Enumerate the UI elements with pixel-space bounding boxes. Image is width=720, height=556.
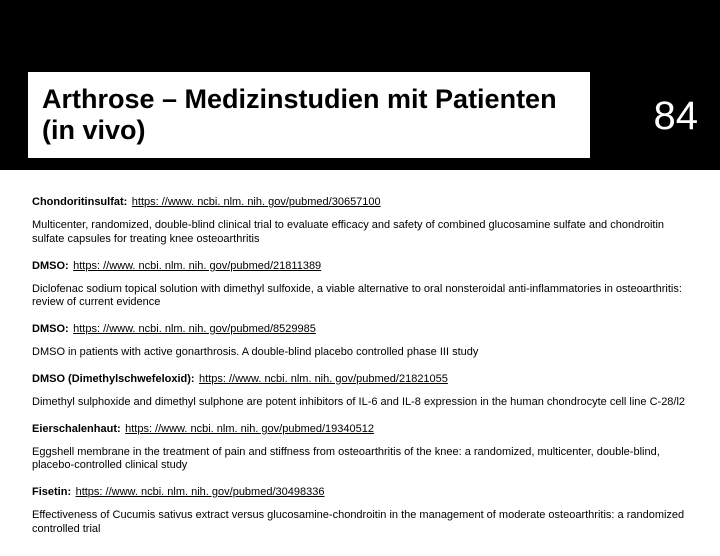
reference-description: Dimethyl sulphoxide and dimethyl sulphon… — [32, 396, 688, 410]
reference-entry: Chondoritinsulfat: https: //www. ncbi. n… — [32, 192, 688, 210]
reference-label: Chondoritinsulfat: — [32, 196, 127, 208]
title-box: Arthrose – Medizinstudien mit Patienten … — [28, 72, 590, 158]
reference-link[interactable]: https: //www. ncbi. nlm. nih. gov/pubmed… — [73, 260, 321, 272]
reference-entry: Eierschalenhaut: https: //www. ncbi. nlm… — [32, 419, 688, 437]
reference-entry: DMSO: https: //www. ncbi. nlm. nih. gov/… — [32, 256, 688, 274]
reference-label: DMSO: — [32, 323, 69, 335]
reference-link[interactable]: https: //www. ncbi. nlm. nih. gov/pubmed… — [132, 196, 381, 208]
reference-label: DMSO (Dimethylschwefeloxid): — [32, 373, 195, 385]
reference-description: Effectiveness of Cucumis sativus extract… — [32, 509, 688, 537]
reference-description: Multicenter, randomized, double-blind cl… — [32, 219, 688, 247]
reference-label: DMSO: — [32, 260, 69, 272]
page-number: 84 — [654, 94, 699, 139]
reference-entry: Fisetin: https: //www. ncbi. nlm. nih. g… — [32, 482, 688, 500]
reference-label: Fisetin: — [32, 486, 71, 498]
reference-label: Eierschalenhaut: — [32, 423, 121, 435]
reference-description: Diclofenac sodium topical solution with … — [32, 283, 688, 311]
reference-entry: DMSO: https: //www. ncbi. nlm. nih. gov/… — [32, 319, 688, 337]
slide-header: Arthrose – Medizinstudien mit Patienten … — [0, 0, 720, 170]
slide-title: Arthrose – Medizinstudien mit Patienten … — [42, 84, 576, 146]
reference-link[interactable]: https: //www. ncbi. nlm. nih. gov/pubmed… — [76, 486, 325, 498]
reference-description: Eggshell membrane in the treatment of pa… — [32, 446, 688, 474]
reference-entry: DMSO (Dimethylschwefeloxid): https: //ww… — [32, 369, 688, 387]
reference-description: DMSO in patients with active gonarthrosi… — [32, 346, 688, 360]
reference-link[interactable]: https: //www. ncbi. nlm. nih. gov/pubmed… — [199, 373, 448, 385]
reference-link[interactable]: https: //www. ncbi. nlm. nih. gov/pubmed… — [125, 423, 374, 435]
reference-link[interactable]: https: //www. ncbi. nlm. nih. gov/pubmed… — [73, 323, 316, 335]
content-area: Chondoritinsulfat: https: //www. ncbi. n… — [0, 170, 720, 556]
